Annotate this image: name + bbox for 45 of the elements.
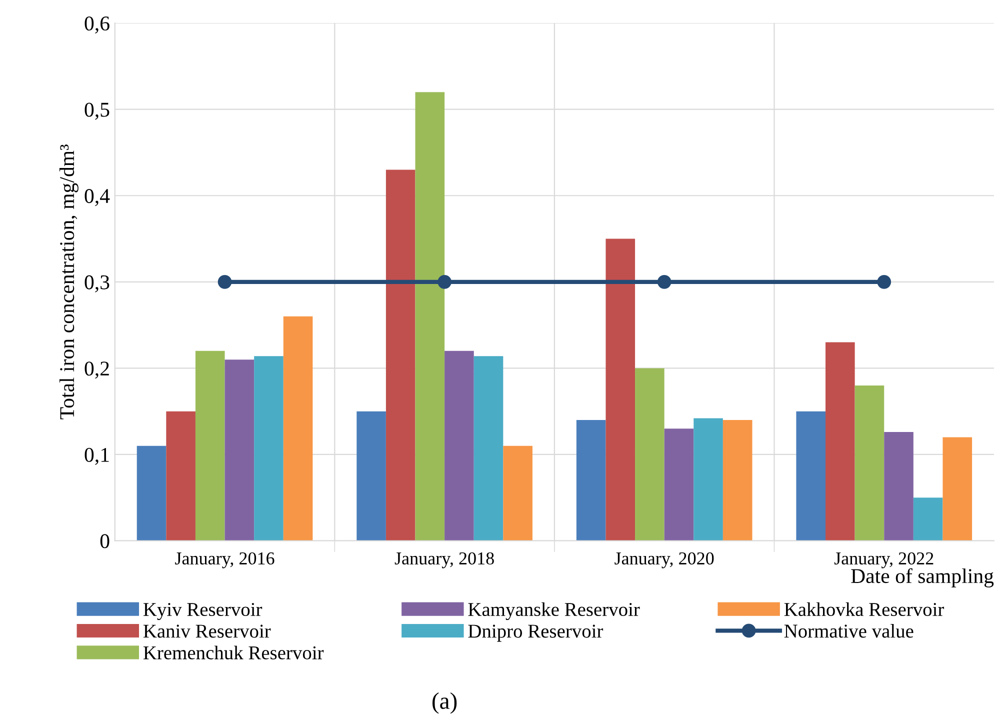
y-tick-label: 0,2 xyxy=(84,362,109,379)
bar xyxy=(942,437,972,541)
bar xyxy=(796,411,826,541)
bar xyxy=(224,360,254,541)
bar xyxy=(474,356,504,541)
bar xyxy=(503,446,532,541)
bar xyxy=(722,420,752,541)
legend-label: Kakhovka Reservoir xyxy=(784,602,944,616)
bar xyxy=(195,350,225,541)
bar xyxy=(136,446,166,541)
y-tick-label: 0,3 xyxy=(84,275,110,292)
bar xyxy=(386,170,416,541)
bar xyxy=(884,432,914,541)
bar xyxy=(664,428,694,541)
legend-label: Dnipro Reservoir xyxy=(468,624,604,642)
y-tick-label: 0,1 xyxy=(84,448,109,465)
bar xyxy=(356,411,386,541)
text: (a) xyxy=(432,692,457,714)
bar xyxy=(444,350,474,541)
legend-label: Kamyanske Reservoir xyxy=(468,602,640,620)
bar xyxy=(635,368,664,541)
bar xyxy=(576,420,606,541)
y-axis-title: Total iron concentration, mg/dm³ xyxy=(59,144,78,420)
x-axis-title: Date of sampling xyxy=(851,568,994,588)
bar xyxy=(254,356,284,541)
bar xyxy=(415,92,445,541)
bar xyxy=(283,316,313,541)
y-tick-label: 0,5 xyxy=(84,102,110,120)
bar xyxy=(913,498,943,541)
legend-label: Kyiv Reservoir xyxy=(143,602,262,620)
x-tick-label: January, 2020 xyxy=(614,552,714,568)
bar xyxy=(606,238,636,541)
bar xyxy=(826,342,855,541)
bar xyxy=(854,385,884,541)
y-tick-label: 0 xyxy=(100,534,110,548)
bar xyxy=(166,411,196,541)
y-tick-label: 0,4 xyxy=(84,189,110,206)
x-tick-label: January, 2018 xyxy=(394,552,494,568)
y-tick-label: 0,6 xyxy=(84,16,110,34)
legend-label: Normative value xyxy=(784,624,914,638)
x-tick-label: January, 2016 xyxy=(175,552,274,568)
x-tick-label: January, 2022 xyxy=(834,552,934,568)
legend-label: Kaniv Reservoir xyxy=(143,624,271,638)
bar xyxy=(694,418,723,541)
legend-label: Kremenchuk Reservoir xyxy=(143,646,324,660)
